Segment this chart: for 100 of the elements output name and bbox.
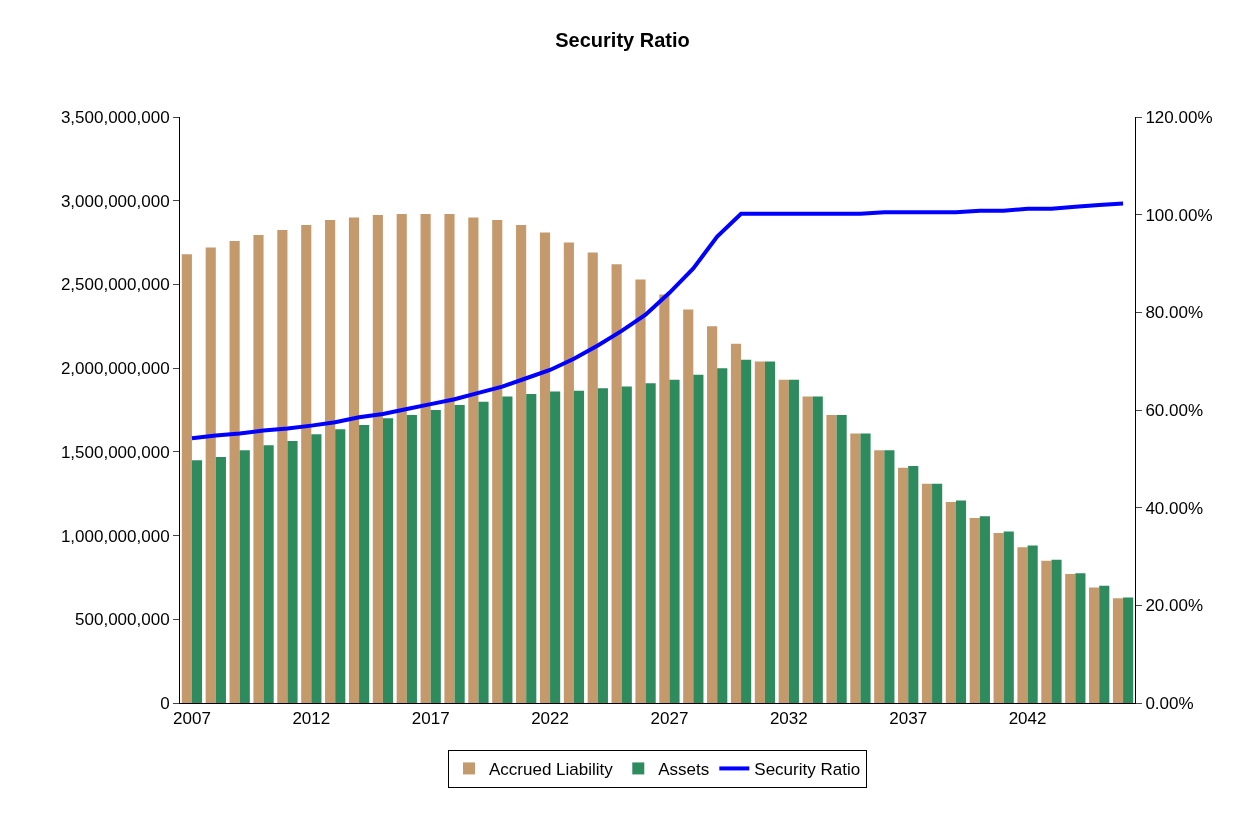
bar: [325, 219, 336, 703]
x-tick-label: 2017: [411, 709, 450, 729]
y2-tick-label: 60.00%: [1145, 400, 1204, 420]
bar: [921, 483, 933, 703]
bar: [1112, 598, 1124, 703]
bar: [420, 214, 431, 703]
bar: [215, 456, 226, 703]
bar: [850, 433, 861, 703]
bar: [301, 224, 312, 703]
bar: [1089, 587, 1100, 703]
bar: [1099, 585, 1110, 703]
bar: [335, 429, 346, 703]
y2-tick-label: 120.00%: [1145, 107, 1213, 127]
bar: [1123, 597, 1134, 703]
line-series: [189, 201, 1126, 441]
bar: [693, 374, 704, 703]
x-tick-label: 2007: [173, 709, 211, 729]
x-tick-label: 2037: [889, 709, 928, 729]
bar: [526, 394, 537, 703]
bar: [311, 434, 322, 703]
y-tick-label: 1,500,000,000: [60, 442, 170, 462]
bar: [1075, 573, 1086, 703]
bar: [1065, 574, 1076, 703]
bar: [884, 450, 895, 703]
bar: [430, 410, 441, 703]
bar: [993, 533, 1004, 703]
bar: [1041, 560, 1052, 703]
bar: [812, 396, 823, 703]
bar: [191, 460, 203, 703]
bar: [836, 415, 847, 703]
y2-tick-label: 40.00%: [1145, 498, 1204, 518]
bar: [573, 390, 585, 703]
bar: [444, 214, 455, 703]
legend-label: Assets: [658, 760, 710, 780]
bar: [492, 219, 503, 703]
bar: [348, 217, 360, 703]
bar: [372, 214, 383, 703]
y-tick-label: 500,000,000: [75, 610, 170, 630]
bar: [669, 379, 680, 703]
bar: [898, 467, 909, 703]
bar: [635, 279, 646, 703]
bar: [502, 396, 513, 703]
bar: [932, 483, 943, 703]
bar: [1027, 545, 1038, 703]
bar: [979, 516, 990, 703]
y2-tick-label: 100.00%: [1145, 205, 1213, 225]
bar: [1051, 559, 1062, 703]
bar: [239, 450, 250, 703]
bar: [205, 247, 216, 703]
bar: [802, 396, 813, 703]
bar: [1003, 531, 1014, 703]
bar: [778, 379, 789, 703]
y-tick-label: 3,500,000,000: [60, 107, 170, 127]
bar: [253, 235, 264, 703]
bar: [741, 359, 752, 703]
y-tick-label: 0: [160, 693, 170, 713]
bar: [382, 418, 394, 703]
y-tick-label: 2,000,000,000: [60, 359, 170, 379]
legend-label: Security Ratio: [754, 760, 861, 780]
bar: [263, 445, 274, 703]
bar: [621, 386, 632, 703]
y2-tick-label: 0.00%: [1145, 693, 1194, 713]
x-tick-label: 2042: [1008, 709, 1047, 729]
bar: [764, 361, 776, 703]
bar: [454, 404, 465, 703]
bar: [563, 242, 574, 703]
bar: [645, 383, 656, 703]
bar: [860, 433, 871, 703]
legend-label: Accrued Liability: [489, 760, 614, 780]
bar: [406, 415, 417, 703]
bar: [516, 224, 527, 703]
x-tick-label: 2022: [531, 709, 569, 729]
y2-tick-label: 80.00%: [1145, 303, 1204, 323]
bar: [826, 415, 837, 703]
bar: [908, 466, 919, 703]
x-tick-label: 2012: [292, 709, 331, 729]
bar: [478, 401, 489, 703]
x-tick-label: 2027: [650, 709, 689, 729]
y2-tick-label: 20.00%: [1145, 596, 1204, 616]
bar: [788, 379, 799, 703]
bar: [550, 391, 561, 703]
bar: [659, 294, 670, 703]
bar: [683, 309, 694, 703]
bar: [969, 517, 980, 703]
bar: [539, 232, 551, 703]
bar: [597, 388, 608, 703]
bar: [945, 502, 956, 703]
bar: [468, 217, 479, 703]
bar: [754, 361, 765, 703]
y-tick-label: 3,000,000,000: [60, 191, 170, 211]
bar: [730, 343, 742, 703]
bar: [611, 264, 622, 703]
bar: [1017, 547, 1028, 703]
bar: [287, 440, 298, 703]
y-tick-label: 1,000,000,000: [60, 526, 170, 546]
bar: [707, 326, 718, 703]
bar: [181, 254, 192, 703]
bar: [874, 450, 885, 703]
bar: [277, 230, 288, 703]
bar: [229, 240, 240, 703]
